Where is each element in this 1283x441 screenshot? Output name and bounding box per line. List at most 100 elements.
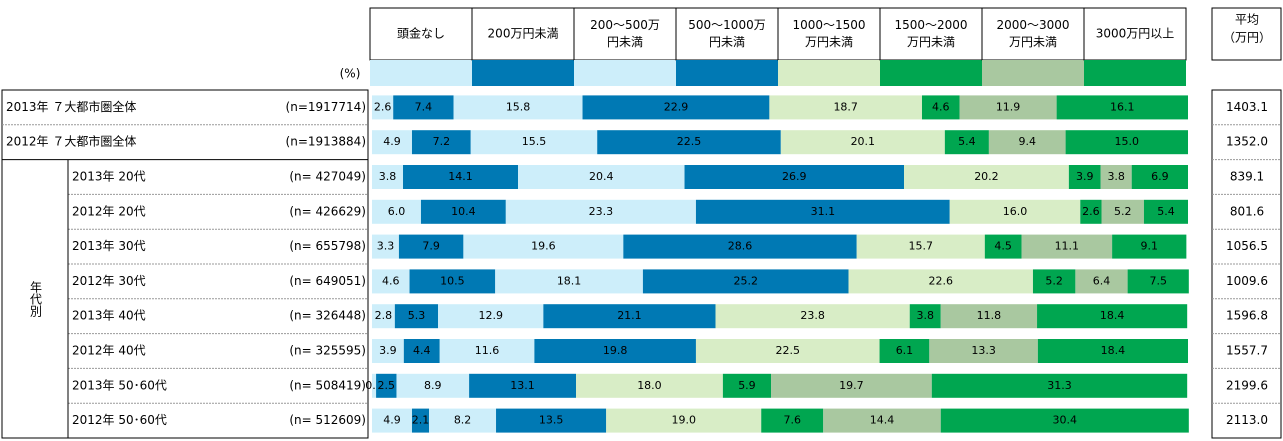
- bar-segment: [470, 130, 598, 155]
- bar-segment: [780, 130, 945, 155]
- legend-label: 200～500万: [590, 18, 660, 32]
- legend-swatch: [370, 60, 472, 86]
- bar-segment: [372, 234, 399, 259]
- bar-segment: [1056, 95, 1188, 120]
- value-label: 23.3: [589, 205, 614, 218]
- average-header: （万円）: [1223, 31, 1271, 45]
- value-label: 21.1: [617, 309, 642, 322]
- row-label: 2013年 ７大都市圏全体: [6, 99, 136, 114]
- value-label: 11.8: [977, 309, 1002, 322]
- value-label: 30.4: [1053, 414, 1078, 427]
- legend-label: 頭金なし: [397, 26, 445, 41]
- bar-segment: [398, 234, 464, 259]
- legend-label: 2000～3000: [996, 18, 1069, 32]
- row-label: 2012年 20代: [72, 204, 146, 218]
- bar-segment: [722, 373, 772, 398]
- value-label: 14.4: [870, 414, 895, 427]
- bar-segment: [372, 130, 412, 155]
- bar-segment: [376, 373, 397, 398]
- value-label: 3.3: [377, 240, 395, 253]
- bar-segment: [642, 269, 849, 294]
- n-label: (n= 426629): [289, 204, 366, 218]
- bar-segment: [904, 165, 1069, 189]
- value-label: 4.9: [383, 135, 401, 148]
- row-label: 2012年 30代: [72, 274, 146, 288]
- average-value: 1557.7: [1226, 344, 1268, 358]
- value-label: 7.4: [415, 100, 433, 113]
- legend-label: 200万円未満: [488, 27, 559, 41]
- bar-segment: [940, 408, 1189, 433]
- legend-label: 1500～2000: [894, 18, 967, 32]
- bar-segment: [944, 130, 989, 155]
- n-label: (n= 649051): [289, 274, 366, 288]
- value-label: 10.4: [451, 205, 476, 218]
- bar-segment: [623, 234, 857, 259]
- value-label: 5.3: [408, 309, 426, 322]
- value-label: 18.4: [1100, 309, 1125, 322]
- value-label: 11.6: [475, 344, 500, 357]
- value-label: 23.8: [800, 309, 825, 322]
- value-label: 7.9: [422, 240, 440, 253]
- bar-segment: [771, 373, 932, 398]
- bar-segment: [393, 95, 454, 120]
- value-label: 9.4: [1018, 135, 1036, 148]
- bar-segment: [411, 130, 471, 155]
- row-label: 2013年 40代: [72, 309, 146, 323]
- bar-segment: [495, 269, 643, 294]
- value-label: 31.1: [811, 205, 836, 218]
- unit-label: (%): [340, 67, 361, 81]
- bar-segment: [909, 304, 941, 329]
- bar-segment: [576, 373, 723, 398]
- bar-segment: [518, 165, 685, 189]
- value-label: 10.5: [440, 274, 465, 287]
- legend-label: 1000～1500: [792, 18, 865, 32]
- n-label: (n=1913884): [286, 135, 366, 149]
- value-label: 18.4: [1101, 344, 1126, 357]
- value-label: 16.0: [1003, 205, 1028, 218]
- bar-segment: [988, 130, 1066, 155]
- bar-segment: [439, 339, 535, 363]
- bar-segment: [1143, 199, 1188, 224]
- bar-segment: [769, 95, 922, 120]
- n-label: (n= 427049): [289, 170, 366, 184]
- bar-segment: [411, 408, 430, 433]
- bar-segment: [396, 373, 470, 398]
- bar-segment: [761, 408, 824, 433]
- bar-segment: [823, 408, 941, 433]
- bar-segment: [695, 339, 880, 363]
- row-label: 2013年 50･60代: [72, 378, 167, 392]
- row-label: 2013年 30代: [72, 239, 146, 253]
- value-label: 4.5: [994, 240, 1012, 253]
- bar-segment: [848, 269, 1033, 294]
- average-value: 2199.6: [1226, 378, 1268, 392]
- value-label: 5.2: [1045, 274, 1063, 287]
- bar-segment: [1127, 269, 1189, 294]
- value-label: 13.5: [539, 414, 564, 427]
- value-label: 5.9: [738, 379, 756, 392]
- value-label: 19.6: [531, 240, 556, 253]
- value-label: 6.0: [388, 205, 406, 218]
- value-label: 15.8: [506, 100, 531, 113]
- bar-segment: [372, 95, 394, 120]
- bar-segment: [984, 234, 1022, 259]
- bar-segment: [453, 95, 583, 120]
- value-label: 31.3: [1047, 379, 1072, 392]
- average-value: 839.1: [1230, 170, 1264, 184]
- average-value: 2113.0: [1226, 413, 1268, 427]
- value-label: 22.9: [664, 100, 689, 113]
- row-label: 2012年 ７大都市圏全体: [6, 134, 136, 149]
- value-label: 15.7: [909, 240, 934, 253]
- bar-segment: [372, 373, 377, 398]
- bar-segment: [403, 165, 519, 189]
- bar-segment: [929, 339, 1038, 363]
- legend-label: 万円未満: [805, 35, 853, 49]
- average-value: 1596.8: [1226, 309, 1268, 323]
- value-label: 22.6: [929, 274, 954, 287]
- n-label: (n= 325595): [289, 344, 366, 358]
- header-cell: [573, 7, 677, 61]
- value-label: 13.1: [510, 379, 535, 392]
- bar-segment: [695, 199, 950, 224]
- value-label: 18.0: [637, 379, 662, 392]
- average-value: 1352.0: [1226, 135, 1268, 149]
- header-cell: [777, 7, 881, 61]
